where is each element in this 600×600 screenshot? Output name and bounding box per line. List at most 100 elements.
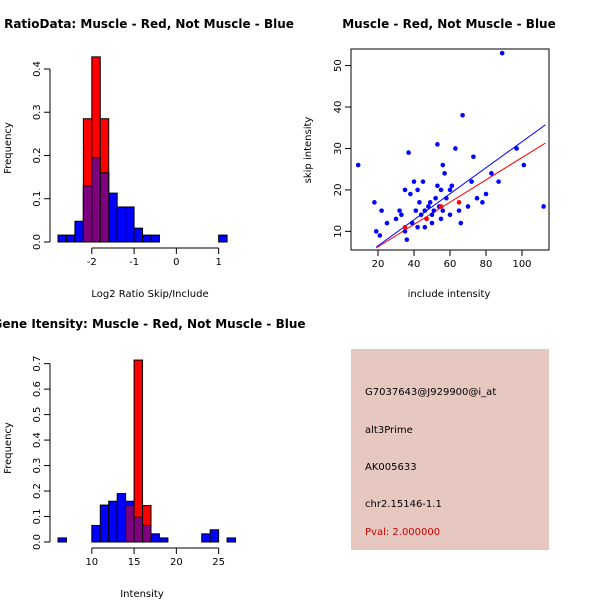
ratio-hist-y-tick-label: 0.4 — [32, 61, 43, 77]
intensity-hist-bar-not-muscle — [201, 533, 211, 543]
scatter-point-blue — [355, 162, 361, 168]
scatter-point-blue — [499, 50, 505, 56]
scatter-y-tick-label: 40 — [333, 101, 344, 114]
scatter-point-blue — [442, 171, 447, 176]
intensity-hist-y-tick-label: 0.1 — [32, 509, 43, 525]
scatter-fit-line-red — [375, 142, 546, 249]
intensity-hist-x-tick-label: 25 — [212, 557, 225, 568]
scatter-fit-line-blue — [375, 124, 546, 248]
scatter-point-blue — [460, 113, 465, 118]
ratio-hist-bar-not-muscle — [108, 192, 118, 243]
ratio-hist-x-tick-label: -2 — [87, 257, 97, 268]
scatter-x-tick-label: 40 — [408, 259, 421, 270]
ratio-hist-y-tick-label: 0.3 — [32, 104, 43, 120]
intensity-hist-y-tick-label: 0.3 — [32, 458, 43, 474]
intensity-hist-bar-muscle — [133, 359, 144, 543]
ratio-hist-x-tick-label: -1 — [129, 257, 139, 268]
scatter-point-blue — [433, 195, 438, 201]
scatter-point-blue — [438, 187, 444, 193]
ratio-hist-bar-not-muscle — [57, 234, 67, 243]
pval: Pval: 2.000000 — [365, 527, 441, 538]
scatter-point-blue — [438, 216, 444, 222]
scatter-point-blue — [429, 220, 435, 226]
scatter-point-blue — [429, 212, 435, 218]
scatter-point-red — [438, 204, 444, 209]
scatter-point-blue — [435, 142, 440, 147]
intensity-hist-bar-overlap — [133, 516, 144, 543]
scatter-xlabel: include intensity — [408, 289, 491, 300]
ratio-histogram-ylabel: Frequency — [3, 122, 14, 174]
scatter-point-blue — [404, 237, 410, 242]
ratio-hist-bar-not-muscle — [65, 234, 76, 243]
ratio-hist-bar-overlap — [82, 185, 93, 243]
probe-id: G7037643@J929900@i_at — [365, 387, 497, 398]
scatter-point-blue — [496, 179, 501, 184]
scatter-point-blue — [373, 229, 379, 234]
ratio-histogram-title: RatioData: Muscle - Red, Not Muscle - Bl… — [4, 17, 294, 31]
intensity-scatter-panel: Muscle - Red, Not Muscle - Blue include … — [303, 17, 556, 300]
intensity-hist-bar-not-muscle — [108, 500, 118, 543]
intensity-histogram-ylabel: Frequency — [3, 422, 14, 474]
scatter-point-red — [402, 224, 408, 230]
scatter-point-blue — [483, 191, 489, 197]
scatter-point-blue — [426, 204, 431, 209]
ratio-hist-x-tick-label: 1 — [215, 257, 221, 268]
scatter-x-tick-label: 60 — [444, 259, 457, 270]
intensity-hist-y-tick-label: 0.4 — [32, 432, 43, 448]
scatter-y-tick-label: 50 — [333, 59, 344, 72]
ratio-hist-bar-not-muscle — [133, 227, 144, 243]
scatter-point-blue — [449, 183, 455, 189]
ratio-hist-y-tick-label: 0.2 — [32, 148, 43, 164]
intensity-hist-y-tick-label: 0.2 — [32, 483, 43, 499]
scatter-point-blue — [408, 191, 413, 197]
intensity-hist-y-tick-label: 0.0 — [32, 534, 43, 550]
scatter-x-tick-label: 100 — [512, 259, 531, 270]
scatter-point-blue — [471, 154, 476, 160]
intensity-histogram-panel: Gene Itensity: Muscle - Red, Not Muscle … — [0, 317, 306, 600]
intensity-hist-bar-not-muscle — [57, 537, 67, 543]
scatter-point-blue — [384, 220, 390, 226]
scatter-point-blue — [409, 220, 415, 226]
intensity-hist-bar-not-muscle — [226, 537, 237, 543]
accession: AK005633 — [365, 462, 417, 473]
scatter-title: Muscle - Red, Not Muscle - Blue — [342, 17, 556, 31]
scatter-y-tick-label: 20 — [333, 184, 344, 197]
ratio-hist-bar-overlap — [91, 157, 101, 243]
scatter-point-blue — [402, 187, 408, 193]
intensity-hist-x-tick-label: 15 — [128, 557, 141, 568]
ratio-hist-y-tick-label: 0.0 — [32, 234, 43, 250]
scatter-point-blue — [422, 208, 428, 213]
scatter-point-blue — [444, 195, 449, 201]
scatter-y-tick-label: 10 — [333, 225, 344, 238]
intensity-hist-x-tick-label: 10 — [85, 557, 98, 568]
scatter-y-tick-label: 30 — [333, 142, 344, 155]
scatter-point-blue — [372, 200, 377, 205]
scatter-point-blue — [413, 208, 419, 213]
scatter-point-blue — [514, 146, 519, 151]
intensity-hist-y-tick-label: 0.5 — [32, 407, 43, 423]
intensity-histogram-title: Gene Itensity: Muscle - Red, Not Muscle … — [0, 317, 306, 331]
scatter-point-blue — [465, 204, 471, 209]
scatter-point-blue — [521, 162, 527, 168]
scatter-point-blue — [456, 208, 462, 213]
scatter-point-red — [424, 216, 429, 222]
scatter-point-blue — [440, 162, 446, 168]
scatter-point-blue — [541, 204, 546, 209]
ratio-hist-bar-not-muscle — [142, 234, 152, 243]
intensity-histogram-xlabel: Intensity — [120, 589, 164, 600]
scatter-point-blue — [453, 146, 458, 151]
scatter-point-blue — [397, 208, 402, 213]
intensity-hist-bar-not-muscle — [116, 493, 127, 543]
scatter-point-blue — [379, 208, 384, 213]
scatter-point-blue — [417, 200, 422, 205]
ratio-hist-bar-not-muscle — [125, 206, 135, 243]
event-type: alt3Prime — [365, 425, 413, 436]
intensity-hist-bar-overlap — [142, 524, 152, 543]
scatter-plot-area — [355, 50, 546, 249]
intensity-hist-bar-not-muscle — [158, 537, 169, 543]
scatter-point-blue — [431, 208, 437, 213]
scatter-plot-frame — [350, 48, 550, 251]
ratio-hist-bar-overlap — [99, 172, 110, 243]
scatter-point-blue — [393, 216, 399, 222]
intensity-hist-x-tick-label: 20 — [170, 557, 183, 568]
